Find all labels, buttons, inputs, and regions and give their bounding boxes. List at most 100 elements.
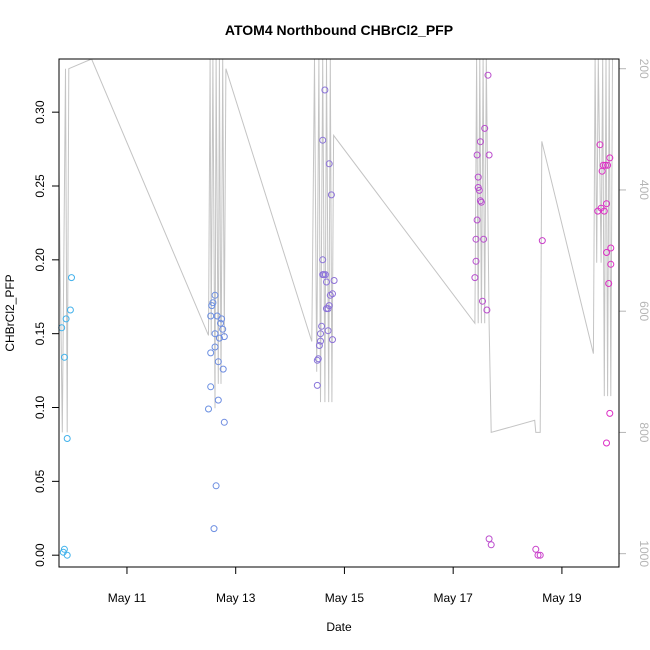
data-point (324, 305, 332, 313)
data-point (217, 319, 224, 327)
data-point (317, 330, 324, 338)
data-point (606, 409, 614, 417)
data-point (207, 383, 215, 391)
data-point (485, 151, 493, 159)
data-point (220, 418, 228, 426)
data-point (63, 551, 71, 559)
y-tick-label: 0.20 (33, 248, 47, 272)
data-point (210, 525, 218, 533)
data-point (487, 541, 495, 549)
altitude-line (59, 59, 613, 434)
data-point (321, 86, 329, 94)
data-point (603, 249, 610, 256)
data-point (219, 365, 227, 373)
data-point (473, 151, 481, 159)
data-point (603, 200, 610, 208)
data-point (205, 405, 212, 413)
data-point (472, 235, 480, 243)
data-point (605, 280, 613, 287)
data-point (220, 333, 228, 341)
data-point (321, 271, 329, 279)
data-point (599, 161, 607, 169)
data-point (211, 330, 219, 338)
data-point (329, 336, 336, 344)
x-tick-label: May 15 (325, 591, 365, 605)
data-point (330, 277, 338, 284)
y-tick-label: 0.30 (33, 100, 47, 124)
data-point (66, 306, 74, 314)
data-point (534, 551, 542, 559)
data-point (58, 324, 66, 332)
data-point (219, 325, 227, 333)
plot-frame (58, 58, 620, 568)
data-point (480, 235, 488, 243)
data-point (207, 349, 215, 357)
y-tick-label: 0.25 (33, 174, 47, 198)
data-point (60, 353, 68, 361)
data-point (209, 299, 217, 307)
data-point (476, 197, 484, 205)
y-tick-label: 0.00 (33, 543, 47, 567)
x-tick-label: May 11 (108, 591, 147, 605)
data-point (475, 186, 483, 194)
data-point-layer (58, 71, 615, 559)
chart-title: ATOM4 Northbound CHBrCl2_PFP (225, 22, 453, 38)
data-point (536, 551, 544, 559)
y2-tick-label: 800 (637, 422, 650, 442)
data-point (607, 260, 615, 268)
data-point (601, 161, 609, 169)
data-point (63, 435, 71, 442)
y-tick-label: 0.15 (33, 322, 47, 346)
data-point (329, 290, 336, 298)
data-point (325, 302, 333, 310)
data-point (211, 291, 219, 299)
y2-tick-label: 600 (637, 301, 650, 321)
data-point (483, 306, 491, 314)
data-point (481, 124, 489, 132)
data-point (315, 342, 323, 349)
x-axis-label: Date (326, 620, 352, 634)
data-point (313, 381, 321, 389)
data-point (471, 274, 479, 282)
data-point (325, 160, 333, 168)
x-tick-label: May 17 (433, 591, 473, 605)
data-point (596, 141, 604, 149)
data-point (313, 356, 321, 364)
axis-layer: May 11 May 13 May 15 May 17 May 19 0.00 0.05 0.… (33, 59, 650, 605)
data-point (218, 315, 226, 323)
data-point (215, 334, 223, 342)
data-point (318, 322, 326, 330)
data-point (212, 482, 220, 490)
data-point (600, 207, 608, 215)
data-point (484, 71, 492, 79)
data-point (319, 256, 327, 264)
y2-tick-label: 1000 (637, 540, 650, 567)
data-point (327, 191, 335, 199)
data-point (607, 244, 615, 252)
data-point (538, 237, 546, 245)
data-point (317, 337, 324, 345)
data-point (319, 136, 327, 144)
x-tick-label: May 19 (542, 591, 582, 605)
data-point (214, 358, 222, 366)
data-point (324, 327, 332, 335)
data-point (474, 173, 482, 181)
data-point (485, 535, 493, 543)
altitude-line-layer (59, 59, 613, 434)
data-point (603, 439, 610, 447)
y-axis-label: CHBrCl2_PFP (3, 274, 17, 351)
data-point (476, 138, 484, 146)
data-point (214, 396, 222, 404)
data-point (477, 198, 485, 206)
y2-tick-label: 200 (637, 59, 650, 79)
data-point (479, 297, 486, 305)
data-point (604, 161, 612, 169)
data-point (323, 278, 330, 286)
y-tick-label: 0.10 (33, 396, 47, 420)
x-tick-label: May 13 (216, 591, 256, 605)
y-tick-label: 0.05 (33, 469, 47, 493)
data-point (532, 545, 540, 553)
data-point (314, 355, 322, 363)
data-point (473, 216, 481, 224)
